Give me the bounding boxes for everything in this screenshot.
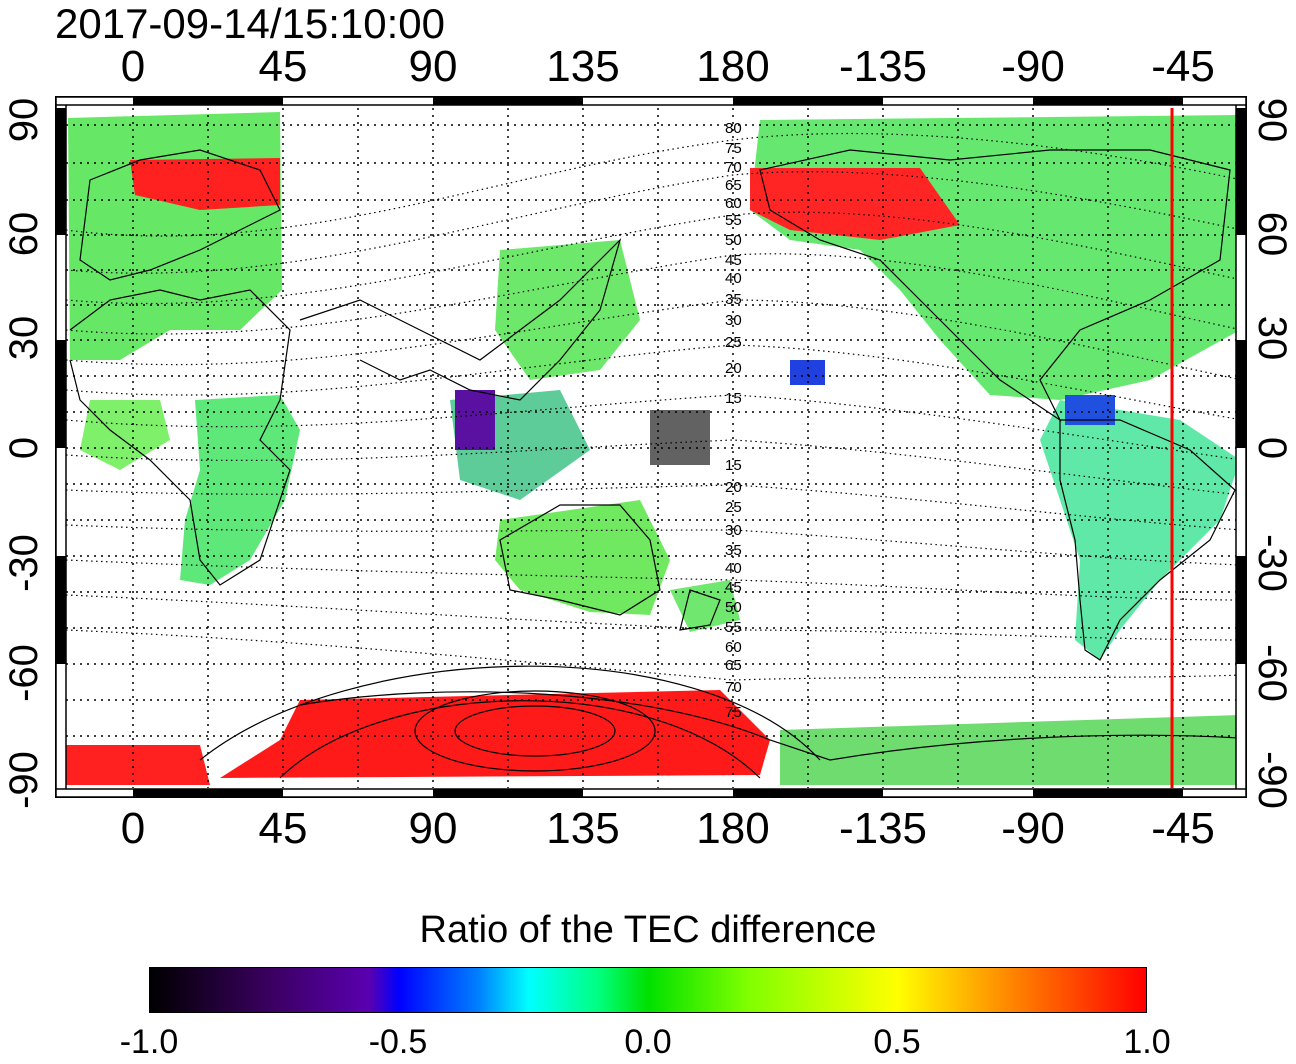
patch-sw-red — [66, 745, 210, 785]
bottom-lon-tick: -135 — [838, 804, 928, 853]
patch-africa — [180, 395, 300, 585]
contour-label: 55 — [725, 619, 742, 636]
contour-label: 70 — [725, 679, 742, 696]
contour-label: 35 — [725, 542, 742, 559]
patch-antarctica-red — [220, 690, 770, 778]
contour-label: 40 — [725, 270, 742, 287]
contour-label: 15 — [725, 390, 742, 407]
contour-label: 45 — [725, 252, 742, 269]
contour-label: 50 — [725, 232, 742, 249]
patch-asia-east — [495, 240, 640, 380]
graticule — [66, 108, 1242, 788]
contour-label: 30 — [725, 522, 742, 539]
contour-label: 20 — [725, 479, 742, 496]
contour-label: 15 — [725, 457, 742, 474]
bottom-lon-tick: 0 — [120, 804, 146, 853]
timestamp-title: 2017-09-14/15:10:00 — [55, 0, 445, 47]
contour-label: 75 — [725, 704, 742, 721]
contour-labels: 80 75 70 65 60 55 50 45 40 35 30 25 20 1… — [725, 120, 742, 721]
contour-label: 60 — [725, 195, 742, 212]
top-lon-tick: 135 — [546, 42, 620, 91]
contour-label: 70 — [725, 159, 742, 176]
contour-label: 65 — [725, 657, 742, 674]
colorbar-tick-label: 0.5 — [873, 1023, 921, 1061]
frame-tick-bars — [55, 96, 1247, 798]
colorbar-title: Ratio of the TEC difference — [419, 909, 877, 951]
colorbar — [149, 967, 1147, 1013]
contour-label: 25 — [725, 499, 742, 516]
contour-label: 55 — [725, 212, 742, 229]
top-lon-tick: 0 — [120, 42, 146, 91]
top-lon-tick: 45 — [258, 42, 308, 91]
bottom-lon-tick: -90 — [1001, 804, 1065, 853]
top-lon-tick: -90 — [1001, 42, 1065, 91]
contour-label: 60 — [725, 639, 742, 656]
patch-europe-red — [130, 158, 280, 210]
contour-label: 20 — [725, 360, 742, 377]
bottom-lon-tick: 45 — [258, 804, 308, 853]
contour-label: 50 — [725, 599, 742, 616]
magnetic-latitude-contours — [65, 132, 1243, 681]
colorbar-tick-label: -0.5 — [368, 1023, 428, 1061]
contour-label: 80 — [725, 120, 742, 137]
contour-label: 45 — [725, 579, 742, 596]
contour-label: 30 — [725, 312, 742, 329]
contour-label: 65 — [725, 177, 742, 194]
colorbar-tick-label: -1.0 — [119, 1023, 179, 1061]
bottom-lon-tick: 180 — [696, 804, 770, 853]
bottom-lon-tick: 135 — [546, 804, 620, 853]
patch-antarctica-green — [780, 715, 1240, 785]
contour-label: 35 — [725, 291, 742, 308]
top-lon-tick: 90 — [408, 42, 458, 91]
top-lon-tick: -45 — [1151, 42, 1215, 91]
patch-africa-west — [80, 400, 170, 470]
bottom-lon-tick: 90 — [408, 804, 458, 853]
tec-data-patches — [66, 112, 1240, 785]
patch-nz — [670, 580, 740, 632]
top-lon-tick: -135 — [838, 42, 928, 91]
contour-label: 75 — [725, 140, 742, 157]
patch-na-red — [750, 168, 960, 240]
patch-south-america — [1040, 400, 1240, 660]
polar-contours — [199, 665, 821, 779]
patch-blue-1 — [790, 360, 825, 385]
colorbar-tick-label: 0.0 — [624, 1023, 672, 1061]
contour-label: 25 — [725, 334, 742, 351]
patch-purple-1 — [455, 390, 495, 450]
patch-dark-1 — [650, 410, 710, 465]
colorbar-tick-label: 1.0 — [1123, 1023, 1171, 1061]
coastlines — [69, 149, 1241, 761]
top-lon-tick: 180 — [696, 42, 770, 91]
bottom-lon-tick: -45 — [1151, 804, 1215, 853]
contour-label: 40 — [725, 560, 742, 577]
